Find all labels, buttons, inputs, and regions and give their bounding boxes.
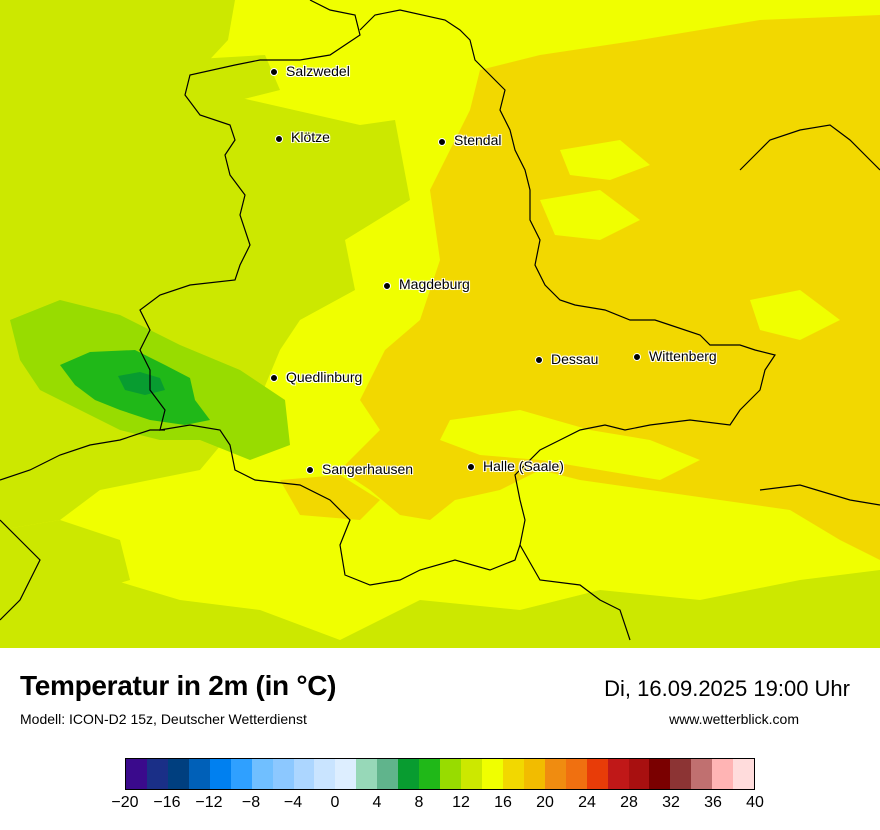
colorbar-tick-label: −12 [195,794,223,811]
colorbar-segment [502,759,524,789]
forecast-datetime: Di, 16.09.2025 19:00 Uhr [604,676,850,701]
city-dot-dessau [535,356,543,364]
field-dark-harz [118,372,165,395]
city-dot-magdeburg [383,282,391,290]
country-border-se [759,484,880,506]
colorbar-segment [126,759,147,789]
field-warm-center [280,475,380,520]
colorbar-segment [481,759,503,789]
colorbar-tick-label: 4 [372,794,382,811]
city-dot-quedlinburg [270,374,278,382]
colorbar-segment [691,759,713,789]
temperature-map: Salzwedel Klötze Stendal Magdeburg Dessa… [0,0,880,648]
colorbar-tick-label: 28 [620,794,638,811]
city-dot-kloetze [275,135,283,143]
country-border-sw [0,429,165,481]
colorbar-segment [523,759,545,789]
temperature-colorbar [125,758,755,790]
state-border [139,0,776,586]
city-dot-sangerhausen [306,466,314,474]
colorbar-tick-label: −4 [283,794,303,811]
city-label-dessau: Dessau [551,351,599,367]
colorbar-tick-label: 16 [494,794,512,811]
country-border-s [519,544,631,641]
field-base-patch-5 [650,505,760,545]
colorbar-segment [628,759,650,789]
colorbar-segment [146,759,168,789]
colorbar-segment [314,759,336,789]
country-border-w [0,519,41,621]
city-dot-stendal [438,138,446,146]
temperature-field [0,0,880,648]
field-base-patch-4 [560,140,650,180]
colorbar-tick-label: 32 [662,794,680,811]
colorbar-segment [733,759,755,789]
colorbar-segment [230,759,252,789]
city-label-salzwedel: Salzwedel [286,63,350,79]
field-base-patch-1 [440,410,700,480]
colorbar-segment [586,759,608,789]
colorbar-segment [712,759,734,789]
colorbar-segment [272,759,294,789]
colorbar-tick-label: 40 [746,794,764,811]
country-border-east [739,124,880,171]
field-cool-sw [0,520,130,600]
colorbar-tick-label: 24 [578,794,596,811]
colorbar-tick-label: 36 [704,794,722,811]
colorbar-segment [209,759,231,789]
city-dot-salzwedel [270,68,278,76]
colorbar-tick-label: 20 [536,794,554,811]
colorbar-tick-label: −20 [111,794,139,811]
colorbar-segment [419,759,441,789]
colorbar-segment [377,759,399,789]
city-label-stendal: Stendal [454,132,502,148]
city-label-halle: Halle (Saale) [483,458,564,474]
map-title: Temperatur in 2m (in °C) [20,670,337,701]
colorbar-segment [649,759,671,789]
city-label-magdeburg: Magdeburg [399,276,470,292]
colorbar-segment [398,759,420,789]
colorbar-tick-label: −8 [241,794,261,811]
city-label-kloetze: Klötze [291,129,330,145]
colorbar-segment [293,759,315,789]
colorbar-tick-label: −16 [153,794,181,811]
colorbar-segment [167,759,189,789]
colorbar-segment [251,759,273,789]
model-info: Modell: ICON-D2 15z, Deutscher Wetterdie… [20,711,307,727]
website-link[interactable]: www.wetterblick.com [669,711,799,727]
city-dot-wittenberg [633,353,641,361]
colorbar-segment [440,759,461,789]
colorbar-segment [607,759,629,789]
colorbar-segment [461,759,482,789]
colorbar-segment [565,759,587,789]
field-base-patch-3 [750,290,840,340]
city-label-sangerhausen: Sangerhausen [322,461,414,477]
field-cool-south [0,560,880,648]
city-dot-halle [467,463,475,471]
colorbar-segment [544,759,566,789]
colorbar-segment [670,759,692,789]
field-cool-mid [180,55,280,100]
colorbar-tick-label: 12 [452,794,470,811]
field-base-patch-2 [540,190,640,240]
city-label-wittenberg: Wittenberg [649,348,717,364]
colorbar-segment [188,759,210,789]
colorbar-tick-label: 0 [330,794,340,811]
colorbar-tick-label: 8 [414,794,424,811]
colorbar-segment [356,759,378,789]
city-label-quedlinburg: Quedlinburg [286,369,363,385]
colorbar-segment [335,759,357,789]
